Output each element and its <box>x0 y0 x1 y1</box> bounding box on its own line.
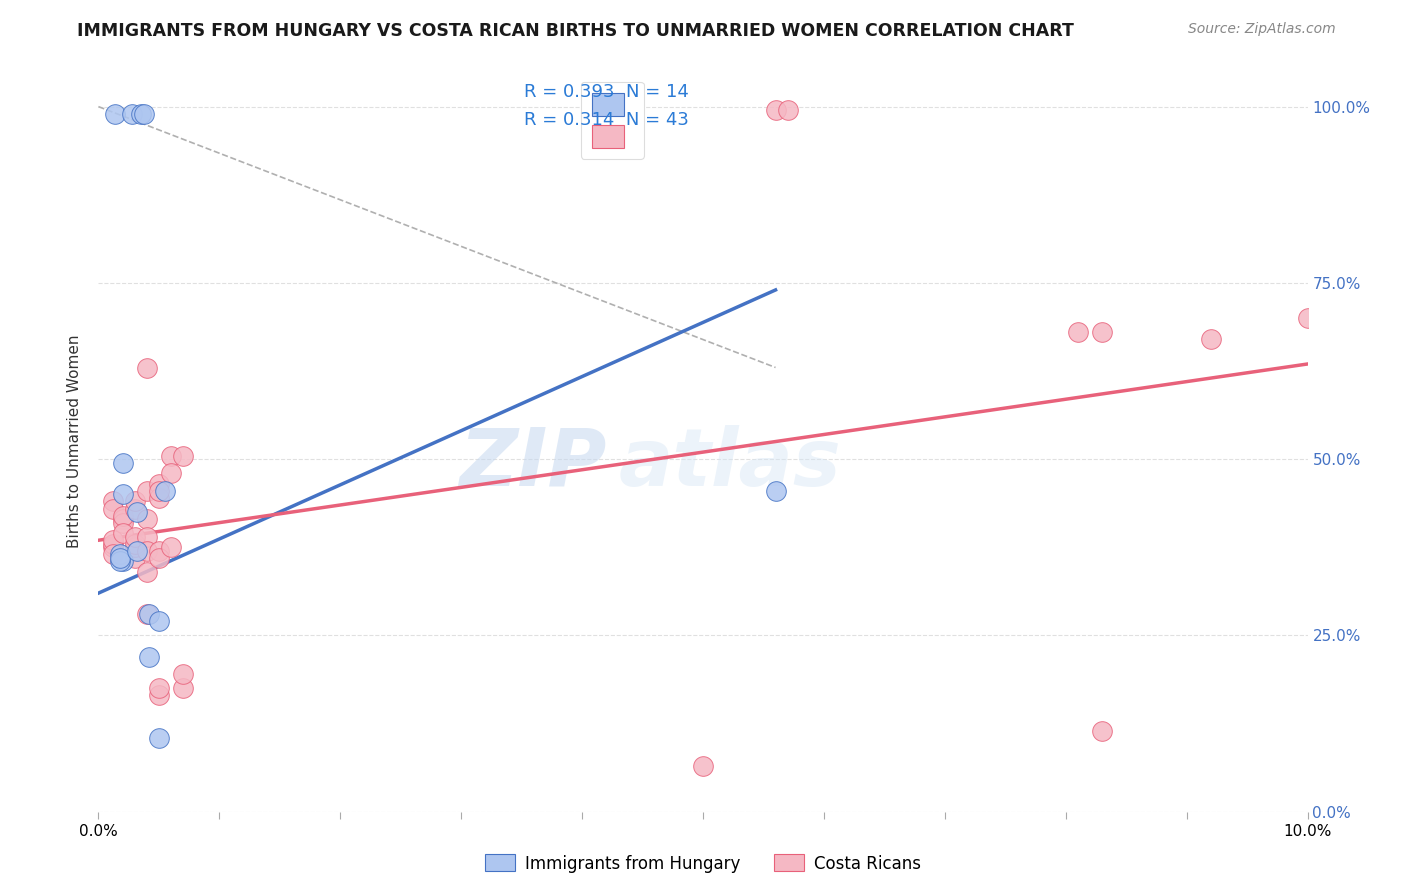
Point <box>111 508 134 523</box>
Point <box>148 681 170 696</box>
Point <box>124 501 146 516</box>
Point <box>101 494 124 508</box>
Point <box>108 554 131 568</box>
Text: Source: ZipAtlas.com: Source: ZipAtlas.com <box>1188 22 1336 37</box>
Point <box>135 565 157 579</box>
Legend: , : , <box>581 82 644 159</box>
Point <box>148 476 170 491</box>
Point <box>148 483 170 498</box>
Point <box>111 554 134 568</box>
Point <box>148 689 170 703</box>
Point <box>1296 311 1319 326</box>
Text: ZIP: ZIP <box>458 425 606 503</box>
Point <box>101 533 124 548</box>
Point <box>1199 332 1222 346</box>
Point <box>160 449 183 463</box>
Point <box>124 537 146 551</box>
Point <box>127 544 149 558</box>
Point <box>135 360 157 375</box>
Point <box>765 483 787 498</box>
Point <box>135 530 157 544</box>
Point <box>111 512 134 526</box>
Point <box>148 544 170 558</box>
Point <box>124 530 146 544</box>
Point <box>101 537 124 551</box>
Point <box>692 759 714 773</box>
Point <box>121 106 143 120</box>
Legend: Immigrants from Hungary, Costa Ricans: Immigrants from Hungary, Costa Ricans <box>478 847 928 880</box>
Point <box>111 526 134 541</box>
Point <box>776 103 799 117</box>
Point <box>124 550 146 565</box>
Point <box>111 516 134 530</box>
Point <box>135 607 157 622</box>
Point <box>108 547 131 561</box>
Point <box>135 512 157 526</box>
Point <box>160 541 183 555</box>
Point <box>135 544 157 558</box>
Point <box>172 667 194 681</box>
Point <box>135 483 157 498</box>
Point <box>111 456 134 470</box>
Point <box>1091 723 1114 738</box>
Text: R = 0.314  N = 43: R = 0.314 N = 43 <box>524 111 689 128</box>
Point <box>160 467 183 481</box>
Point <box>148 550 170 565</box>
Point <box>108 550 131 565</box>
Point <box>101 547 124 561</box>
Point <box>138 649 160 664</box>
Point <box>134 106 156 120</box>
Point <box>101 501 124 516</box>
Point <box>127 505 149 519</box>
Text: R = 0.393  N = 14: R = 0.393 N = 14 <box>524 83 689 101</box>
Point <box>1067 325 1090 339</box>
Y-axis label: Births to Unmarried Women: Births to Unmarried Women <box>67 334 83 549</box>
Point <box>1091 325 1114 339</box>
Point <box>148 491 170 505</box>
Text: IMMIGRANTS FROM HUNGARY VS COSTA RICAN BIRTHS TO UNMARRIED WOMEN CORRELATION CHA: IMMIGRANTS FROM HUNGARY VS COSTA RICAN B… <box>77 22 1074 40</box>
Point <box>124 494 146 508</box>
Point <box>153 483 176 498</box>
Point <box>172 449 194 463</box>
Point <box>104 106 127 120</box>
Point <box>765 103 787 117</box>
Point <box>148 731 170 745</box>
Text: atlas: atlas <box>619 425 841 503</box>
Point <box>124 541 146 555</box>
Point <box>172 681 194 696</box>
Point <box>129 106 152 120</box>
Point <box>101 541 124 555</box>
Point <box>148 615 170 629</box>
Point <box>138 607 160 622</box>
Point <box>111 487 134 501</box>
